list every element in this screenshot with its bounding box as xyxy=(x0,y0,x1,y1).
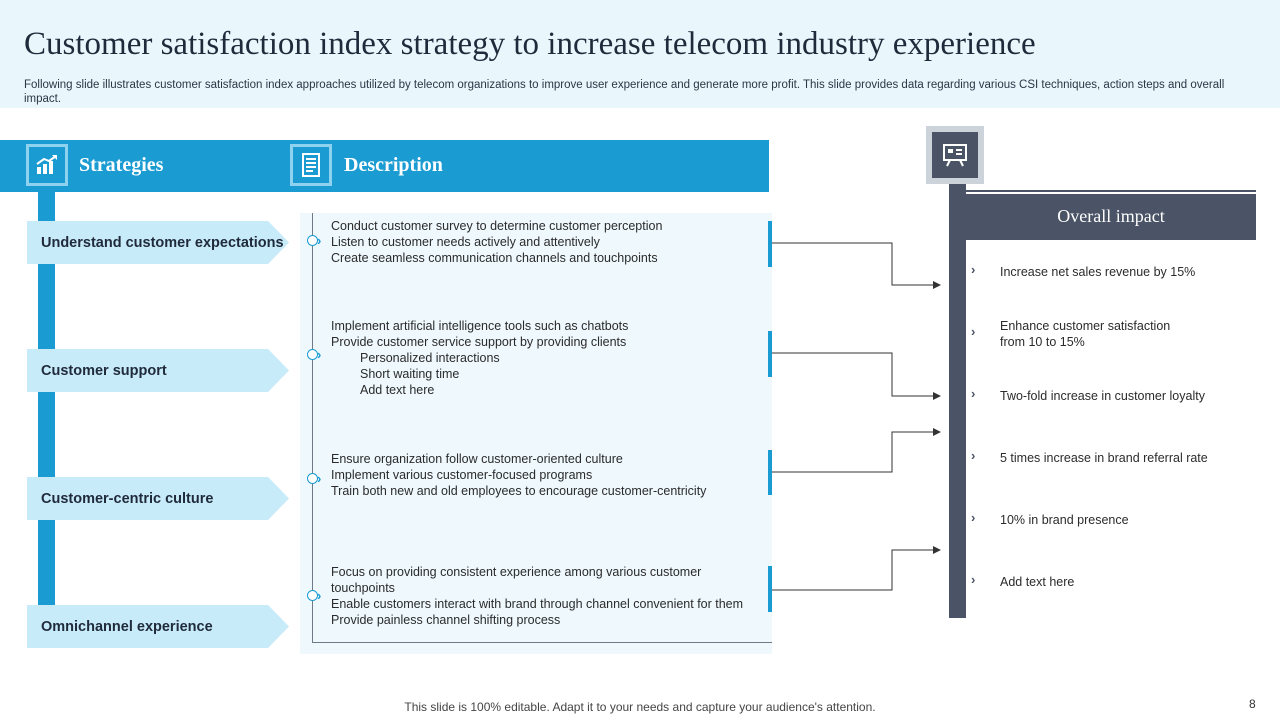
description-accent-bar xyxy=(768,221,772,267)
chevron-right-icon: › xyxy=(317,588,322,603)
impact-vertical-bar xyxy=(949,184,966,618)
description-block: Ensure organization follow customer-orie… xyxy=(331,451,706,499)
impact-icon-box xyxy=(926,126,984,184)
slide-subtitle: Following slide illustrates customer sat… xyxy=(24,79,1225,105)
impact-item: Enhance customer satisfaction from 10 to… xyxy=(1000,319,1171,349)
impact-item: Increase net sales revenue by 15% xyxy=(1000,265,1196,279)
description-block: Implement artificial intelligence tools … xyxy=(331,318,628,398)
impact-rule xyxy=(966,238,1256,240)
chevron-right-icon: › xyxy=(317,347,322,362)
strategies-header: Strategies xyxy=(79,154,164,176)
connector-arrow xyxy=(772,546,941,591)
strategies-vertical-bar xyxy=(38,192,55,638)
chevron-right-icon: › xyxy=(971,510,976,525)
presentation-board-icon xyxy=(943,144,967,167)
chevron-right-icon: › xyxy=(971,448,976,463)
description-accent-bar xyxy=(768,450,772,495)
description-header: Description xyxy=(344,154,443,176)
connector-arrow xyxy=(772,242,941,289)
description-line: Implement various customer-focused progr… xyxy=(331,468,593,482)
description-accent-bar xyxy=(768,566,772,612)
timeline-node xyxy=(307,473,318,484)
timeline-node xyxy=(307,349,318,360)
strategy-item: Customer support xyxy=(27,349,289,392)
timeline-node xyxy=(307,235,318,246)
strategy-item: Customer-centric culture xyxy=(27,477,289,520)
description-subline: Add text here xyxy=(360,383,435,397)
description-panel xyxy=(300,213,772,654)
document-icon xyxy=(302,153,320,177)
timeline-line xyxy=(312,213,313,643)
description-subline: Personalized interactions xyxy=(360,351,500,365)
chevron-right-icon: › xyxy=(971,262,976,277)
chevron-right-icon: › xyxy=(317,233,322,248)
chevron-right-icon: › xyxy=(317,471,322,486)
slide-footer: This slide is 100% editable. Adapt it to… xyxy=(404,700,876,714)
chevron-right-icon: › xyxy=(971,386,976,401)
impact-item: 10% in brand presence xyxy=(1000,513,1129,527)
description-block: Conduct customer survey to determine cus… xyxy=(331,218,662,266)
description-icon-box xyxy=(290,144,332,186)
description-line: Ensure organization follow customer-orie… xyxy=(331,452,623,466)
impact-item: 5 times increase in brand referral rate xyxy=(1000,451,1208,465)
timeline-baseline xyxy=(312,642,772,643)
description-line: Listen to customer needs actively and at… xyxy=(331,235,600,249)
description-line: Provide painless channel shifting proces… xyxy=(331,613,561,627)
column-header-bar xyxy=(0,140,769,192)
description-line: Create seamless communication channels a… xyxy=(331,251,658,265)
impact-rule xyxy=(966,190,1256,192)
description-line: touchpoints xyxy=(331,581,395,595)
description-line: Conduct customer survey to determine cus… xyxy=(331,219,663,233)
timeline-node xyxy=(307,590,318,601)
strategy-item: Omnichannel experience xyxy=(27,605,289,648)
strategy-item: Understand customer expectations xyxy=(27,221,289,264)
description-accent-bar xyxy=(768,331,772,377)
page-number: 8 xyxy=(1249,697,1256,711)
chevron-right-icon: › xyxy=(971,324,976,339)
description-subline: Short waiting time xyxy=(360,367,460,381)
description-line: Train both new and old employees to enco… xyxy=(331,484,707,498)
description-line: Implement artificial intelligence tools … xyxy=(331,319,629,333)
impact-item: Two-fold increase in customer loyalty xyxy=(1000,389,1205,403)
description-block: Focus on providing consistent experience… xyxy=(331,564,743,628)
description-line: Focus on providing consistent experience… xyxy=(331,565,702,579)
connector-arrow xyxy=(772,428,941,473)
overall-impact-header: Overall impact xyxy=(966,194,1256,238)
description-line: Provide customer service support by prov… xyxy=(331,335,627,349)
impact-item: Add text here xyxy=(1000,575,1075,589)
strategies-icon-box xyxy=(26,144,68,186)
description-line: Enable customers interact with brand thr… xyxy=(331,597,744,611)
growth-chart-icon xyxy=(36,155,57,174)
chevron-right-icon: › xyxy=(971,572,976,587)
connector-arrow xyxy=(772,352,941,400)
header-band xyxy=(0,0,1280,108)
slide-title: Customer satisfaction index strategy to … xyxy=(24,26,1036,62)
